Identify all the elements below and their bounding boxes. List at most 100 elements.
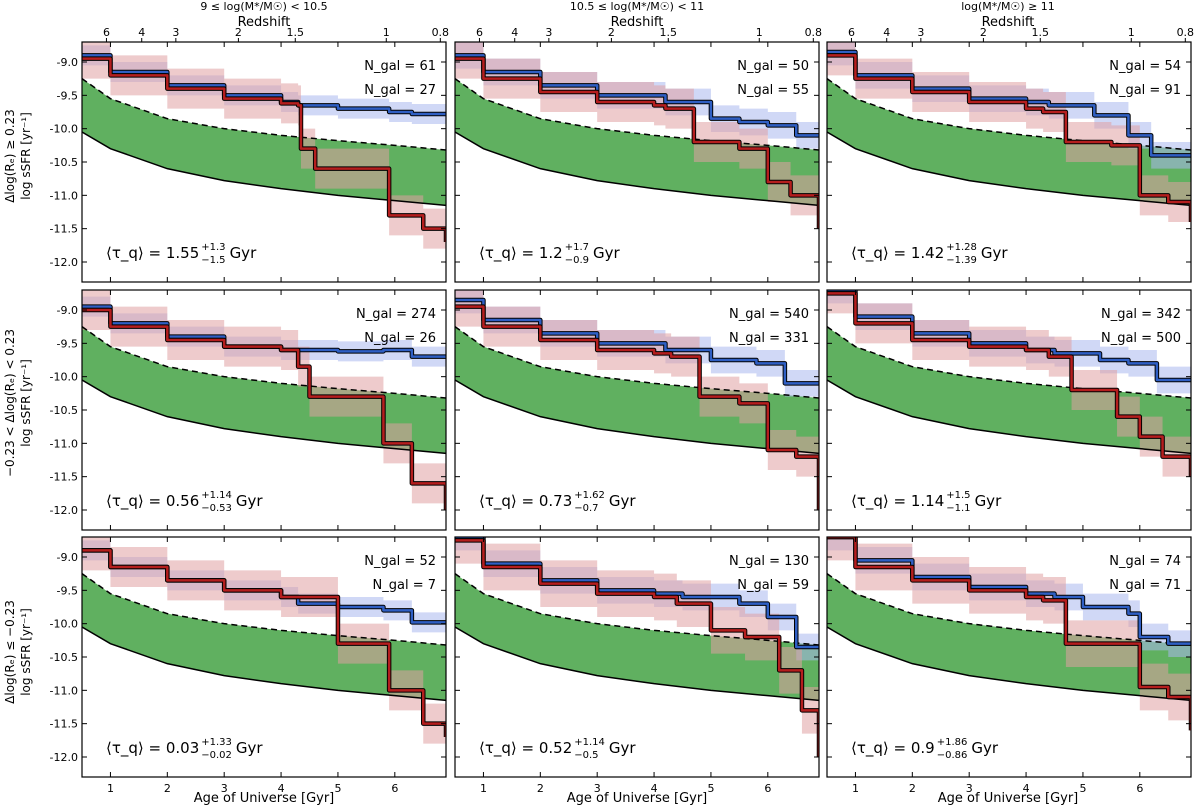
x-tick-label: 3 bbox=[966, 782, 973, 795]
n-gal-red: N_gal = 7 bbox=[373, 578, 436, 593]
tau-unit: Gyr bbox=[609, 492, 637, 510]
n-gal-blue: N_gal = 61 bbox=[364, 59, 436, 74]
tau-value: ⟨τ_q⟩ = 1.42 bbox=[851, 244, 944, 263]
red-series-line bbox=[82, 308, 446, 510]
green-valley-lower-line bbox=[455, 379, 819, 455]
y-tick-label: -10.5 bbox=[50, 651, 78, 664]
x-tick-label: 3 bbox=[594, 782, 601, 795]
redshift-tick-label: 1.5 bbox=[1032, 26, 1050, 39]
red-series-line bbox=[455, 305, 819, 510]
n-gal-blue: N_gal = 54 bbox=[1109, 59, 1181, 74]
redshift-tick-label: 2 bbox=[608, 26, 615, 39]
y-tick-label: -10.0 bbox=[50, 371, 78, 384]
tau-unit: Gyr bbox=[230, 244, 258, 262]
x-tick-label: 6 bbox=[391, 782, 398, 795]
x-tick-label: 1 bbox=[107, 782, 114, 795]
tau-value: ⟨τ_q⟩ = 1.2 bbox=[479, 244, 563, 263]
red-series-line bbox=[827, 54, 1191, 222]
n-gal-blue: N_gal = 50 bbox=[737, 59, 809, 74]
y-tick-label: -9.5 bbox=[57, 89, 78, 102]
green-valley-upper-line bbox=[82, 78, 446, 151]
tau-lower-error: −0.7 bbox=[574, 503, 598, 514]
n-gal-red: N_gal = 500 bbox=[1101, 331, 1181, 346]
tau-annotation: ⟨τ_q⟩ = 0.56 +1.14 −0.53 Gyr bbox=[106, 490, 263, 514]
tau-value: ⟨τ_q⟩ = 0.73 bbox=[479, 492, 572, 511]
n-gal-red: N_gal = 71 bbox=[1109, 578, 1181, 593]
tau-upper-error: +1.62 bbox=[574, 490, 605, 501]
green-valley-band bbox=[827, 326, 1191, 454]
tau-annotation: ⟨τ_q⟩ = 0.52 +1.14 −0.5 Gyr bbox=[479, 737, 636, 761]
tau-upper-error: +1.5 bbox=[946, 490, 970, 501]
green-valley-upper-line bbox=[82, 326, 446, 399]
col-2-xlabel: Age of Universe [Gyr] bbox=[938, 791, 1079, 806]
green-valley-lower-line bbox=[455, 626, 819, 702]
green-valley-band bbox=[827, 78, 1191, 206]
tau-unit: Gyr bbox=[981, 244, 1009, 262]
green-valley-upper-line bbox=[455, 573, 819, 646]
red-confidence-band bbox=[827, 537, 1191, 754]
n-gal-red: N_gal = 59 bbox=[737, 578, 809, 593]
red-series-line bbox=[455, 539, 819, 757]
tau-value: ⟨τ_q⟩ = 1.14 bbox=[851, 492, 944, 511]
green-valley-band bbox=[827, 573, 1191, 701]
n-gal-red: N_gal = 27 bbox=[364, 83, 436, 98]
red-confidence-band bbox=[82, 537, 446, 757]
red-confidence-band bbox=[455, 537, 819, 777]
n-gal-blue: N_gal = 540 bbox=[729, 307, 809, 322]
x-tick-label: 5 bbox=[334, 782, 341, 795]
n-gal-blue: N_gal = 342 bbox=[1101, 307, 1181, 322]
tau-upper-error: +1.3 bbox=[201, 242, 225, 253]
x-tick-label: 2 bbox=[909, 782, 916, 795]
tau-annotation: ⟨τ_q⟩ = 1.42 +1.28 −1.39 Gyr bbox=[851, 242, 1008, 266]
green-valley-upper-line bbox=[82, 573, 446, 646]
tau-upper-error: +1.7 bbox=[565, 242, 589, 253]
redshift-tick-label: 1 bbox=[383, 26, 390, 39]
tau-lower-error: −1.5 bbox=[201, 255, 225, 266]
red-series-line bbox=[455, 57, 819, 229]
x-tick-label: 2 bbox=[164, 782, 171, 795]
y-tick-label: -12.0 bbox=[50, 504, 78, 517]
blue-series-line bbox=[827, 50, 1191, 157]
col-1-redshift-label: Redshift bbox=[611, 15, 664, 30]
y-tick-label: -11.5 bbox=[50, 718, 78, 731]
blue-series-line bbox=[455, 54, 819, 137]
green-valley-upper-line bbox=[455, 326, 819, 399]
panel-1-2: N_gal = 342 N_gal = 500 ⟨τ_q⟩ = 1.14 +1.5 −1… bbox=[826, 289, 1192, 531]
green-valley-band bbox=[82, 326, 446, 454]
tau-value: ⟨τ_q⟩ = 0.9 bbox=[851, 739, 935, 758]
tau-lower-error: −0.9 bbox=[565, 255, 589, 266]
tau-upper-error: +1.14 bbox=[574, 737, 605, 748]
n-gal-red: N_gal = 331 bbox=[729, 331, 809, 346]
green-valley-lower-line bbox=[82, 626, 446, 702]
n-gal-blue: N_gal = 130 bbox=[729, 554, 809, 569]
tau-upper-error: +1.14 bbox=[201, 490, 232, 501]
y-tick-label: -9.5 bbox=[57, 337, 78, 350]
green-valley-lower-line bbox=[455, 131, 819, 207]
x-tick-label: 3 bbox=[221, 782, 228, 795]
tau-lower-error: −0.53 bbox=[201, 503, 232, 514]
x-tick-label: 5 bbox=[707, 782, 714, 795]
green-valley-upper-line bbox=[827, 326, 1191, 399]
blue-series-line bbox=[827, 537, 1191, 645]
panel-2-2: 1 2 3 4 5 6 N_gal = 74 N_gal = 71 ⟨τ_q⟩ = 0.9 +1.… bbox=[826, 536, 1192, 795]
x-tick-label: 6 bbox=[1136, 782, 1143, 795]
y-tick-label: -9.5 bbox=[57, 584, 78, 597]
y-tick-label: -11.5 bbox=[50, 223, 78, 236]
redshift-tick-label: 3 bbox=[172, 26, 179, 39]
panels-group: -9.0 -9.5 -10.0 -10.5 -11.0 -11.5 -12.0 6 4 3 2 1.5… bbox=[50, 26, 1195, 795]
redshift-tick-label: 4 bbox=[883, 26, 890, 39]
panel-0-1: 6 4 3 2 1.5 1 0.8 N_gal = 50 N_gal = 55 ⟨τ_q⟩ = 1… bbox=[454, 26, 822, 283]
y-tick-label: -11.0 bbox=[50, 437, 78, 450]
n-gal-red: N_gal = 91 bbox=[1109, 83, 1181, 98]
green-valley-band bbox=[455, 573, 819, 701]
y-tick-label: -9.0 bbox=[57, 56, 78, 69]
green-valley-band bbox=[82, 573, 446, 701]
green-valley-lower-line bbox=[827, 626, 1191, 702]
y-tick-label: -10.5 bbox=[50, 404, 78, 417]
tau-unit: Gyr bbox=[593, 244, 621, 262]
x-tick-label: 4 bbox=[278, 782, 285, 795]
green-valley-upper-line bbox=[827, 573, 1191, 646]
panel-0-0: -9.0 -9.5 -10.0 -10.5 -11.0 -11.5 -12.0 6 4 3 2 1.5… bbox=[50, 26, 449, 283]
x-tick-label: 1 bbox=[852, 782, 859, 795]
panel-2-0: 1 2 3 4 5 6 -9.0 -9.5 -10.0 -10.5 -11.0 -11.5 -12.0 N… bbox=[50, 536, 447, 795]
